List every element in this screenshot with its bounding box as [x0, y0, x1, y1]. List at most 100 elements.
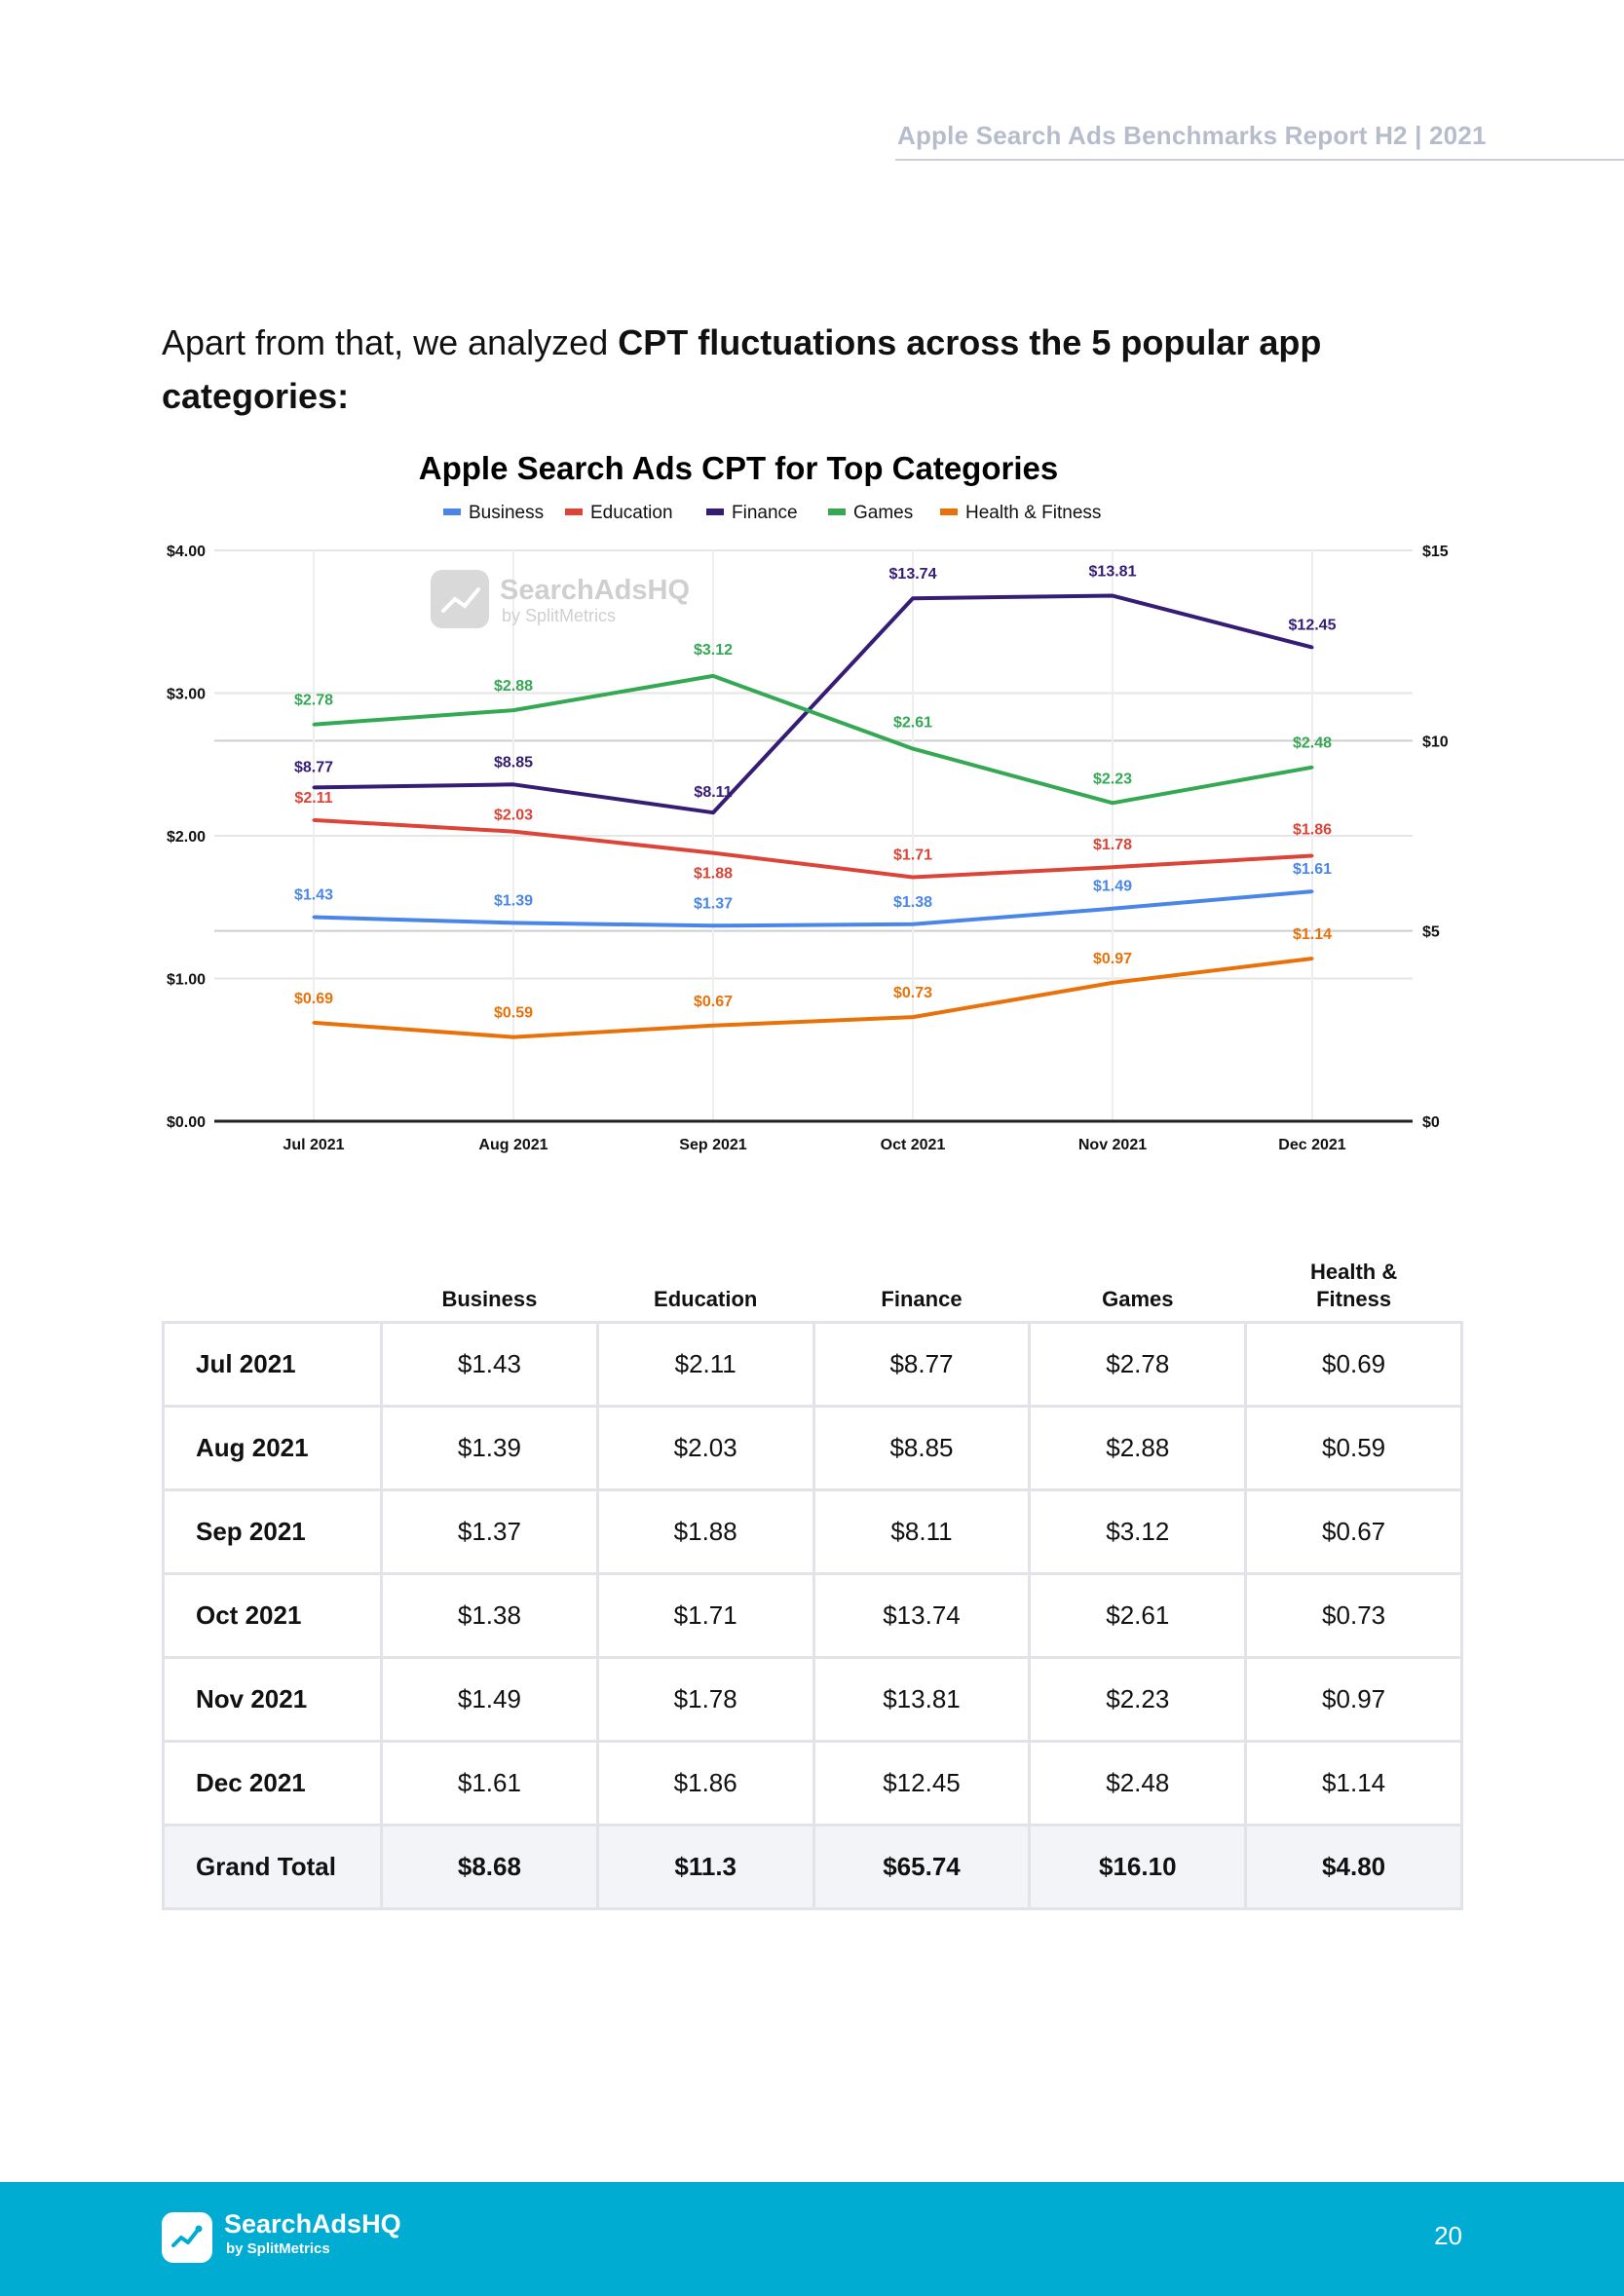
series-line-business — [313, 889, 1313, 928]
watermark-brand: SearchAdsHQ — [500, 575, 690, 606]
data-label: $12.45 — [1289, 618, 1337, 634]
value-cell: $16.10 — [1028, 1824, 1248, 1910]
data-point — [711, 1024, 715, 1028]
data-point — [1111, 981, 1114, 985]
data-label: $0.69 — [294, 991, 333, 1007]
data-label: $8.85 — [494, 754, 533, 771]
data-label: $2.88 — [494, 678, 533, 695]
legend-label: Finance — [732, 503, 798, 523]
table-row: Oct 2021 $1.38 $1.71 $13.74 $2.61 $0.73 — [162, 1572, 1463, 1659]
left-tick-label: $2.00 — [167, 829, 206, 846]
value-cell: $12.45 — [812, 1740, 1032, 1826]
series-line-finance — [313, 593, 1313, 815]
searchadshq-logo-icon — [162, 2212, 212, 2263]
data-label: $2.03 — [494, 808, 533, 824]
data-point — [1111, 593, 1114, 597]
value-cell: $1.88 — [595, 1488, 815, 1575]
data-point — [911, 875, 915, 879]
value-cell: $2.78 — [1028, 1321, 1248, 1408]
page-number: 20 — [1434, 2221, 1462, 2250]
x-tick-label: Nov 2021 — [1078, 1137, 1147, 1153]
data-point — [711, 810, 715, 814]
value-cell: $1.78 — [595, 1656, 815, 1743]
data-label: $1.14 — [1293, 926, 1332, 943]
data-point — [511, 830, 515, 834]
column-header: Games — [1102, 1287, 1174, 1311]
legend-label: Education — [590, 503, 673, 523]
data-point — [711, 923, 715, 927]
row-label-cell: Oct 2021 — [162, 1572, 383, 1659]
data-point — [312, 916, 316, 920]
value-cell: $0.73 — [1244, 1572, 1463, 1659]
x-tick-label: Sep 2021 — [679, 1137, 746, 1153]
data-label: $1.38 — [893, 894, 932, 911]
table-row: Aug 2021 $1.39 $2.03 $8.85 $2.88 $0.59 — [162, 1405, 1463, 1491]
data-point — [1310, 854, 1314, 858]
right-tick-label: $15 — [1422, 544, 1449, 560]
legend-swatch — [828, 508, 846, 515]
value-cell: $8.77 — [812, 1321, 1032, 1408]
data-point — [1111, 865, 1114, 869]
data-label: $0.59 — [494, 1005, 533, 1022]
value-cell: $1.71 — [595, 1572, 815, 1659]
value-cell: $1.43 — [380, 1321, 599, 1408]
column-header: Health & Fitness — [1309, 1260, 1398, 1311]
left-tick-label: $3.00 — [167, 687, 206, 703]
intro-lead: Apart from that, we analyzed — [162, 322, 619, 362]
value-cell: $0.67 — [1244, 1488, 1463, 1575]
value-cell: $1.38 — [380, 1572, 599, 1659]
data-label: $1.71 — [893, 847, 932, 863]
data-point — [1111, 801, 1114, 805]
footer-bar: SearchAdsHQ by SplitMetrics 20 — [0, 2182, 1624, 2296]
data-point — [1310, 889, 1314, 893]
row-label-cell: Sep 2021 — [162, 1488, 383, 1575]
cpt-line-chart: Apple Search Ads CPT for Top Categories B… — [151, 443, 1476, 1169]
row-label-cell: Jul 2021 — [162, 1321, 383, 1408]
data-label: $8.77 — [294, 759, 333, 775]
value-cell: $2.48 — [1028, 1740, 1248, 1826]
x-tick-label: Oct 2021 — [881, 1137, 946, 1153]
data-label: $0.97 — [1093, 951, 1132, 967]
data-label: $0.67 — [694, 994, 733, 1010]
data-point — [1310, 957, 1314, 960]
data-label: $2.48 — [1293, 735, 1332, 752]
column-header: Education — [654, 1287, 758, 1311]
table-body: Jul 2021 $1.43 $2.11 $8.77 $2.78 $0.69 Aug 202… — [162, 1321, 1463, 1910]
value-cell: $2.61 — [1028, 1572, 1248, 1659]
value-cell: $8.85 — [812, 1405, 1032, 1491]
right-tick-label: $0 — [1422, 1114, 1440, 1131]
value-cell: $2.11 — [595, 1321, 815, 1408]
cpt-table-container: Business Education Finance Games Health & Fi… — [162, 1252, 1463, 1910]
value-cell: $0.59 — [1244, 1405, 1463, 1491]
legend-label: Business — [469, 503, 544, 523]
chart-svg: Apple Search Ads CPT for Top Categories B… — [167, 450, 1449, 1153]
legend-swatch — [443, 508, 461, 515]
left-tick-label: $1.00 — [167, 972, 206, 989]
value-cell: $4.80 — [1244, 1824, 1463, 1910]
cpt-table: Business Education Finance Games Health & Fi… — [162, 1252, 1463, 1910]
row-label-cell: Aug 2021 — [162, 1405, 383, 1491]
legend-swatch — [565, 508, 583, 515]
data-label: $2.61 — [893, 715, 932, 732]
table-row: Dec 2021 $1.61 $1.86 $12.45 $2.48 $1.14 — [162, 1740, 1463, 1826]
data-label: $1.43 — [294, 887, 333, 904]
legend-swatch — [706, 508, 724, 515]
value-cell: $0.97 — [1244, 1656, 1463, 1743]
data-point — [312, 1021, 316, 1025]
watermark-sub: by SplitMetrics — [502, 606, 616, 625]
intro-paragraph: Apart from that, we analyzed CPT fluctua… — [162, 316, 1331, 423]
data-label: $2.11 — [294, 790, 332, 807]
footer-sub-brand: by SplitMetrics — [226, 2240, 330, 2257]
value-cell: $1.86 — [595, 1740, 815, 1826]
value-cell: $1.14 — [1244, 1740, 1463, 1826]
data-point — [511, 921, 515, 924]
data-label: $1.39 — [494, 892, 533, 909]
data-point — [312, 818, 316, 822]
data-point — [911, 922, 915, 926]
data-label: $0.73 — [893, 985, 932, 1001]
data-label: $3.12 — [694, 642, 733, 659]
data-point — [312, 723, 316, 727]
watermark-logo-icon — [431, 570, 489, 628]
data-label: $2.78 — [294, 693, 333, 709]
data-label: $8.11 — [694, 784, 732, 801]
